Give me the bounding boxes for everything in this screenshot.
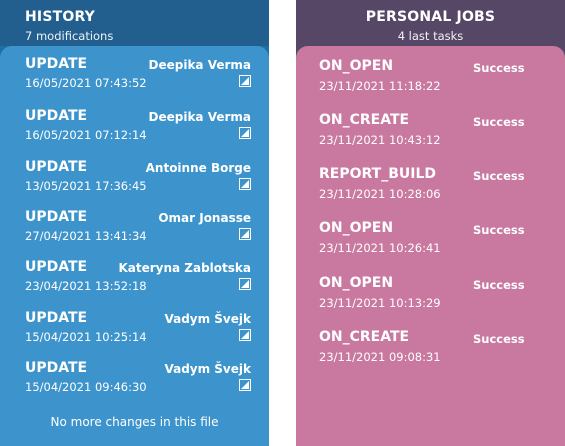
- job-date: 23/11/2021 10:26:41: [319, 241, 441, 255]
- open-external-icon[interactable]: [239, 228, 251, 240]
- open-external-icon[interactable]: [239, 379, 251, 391]
- open-external-icon[interactable]: [239, 75, 251, 87]
- job-date: 23/11/2021 11:18:22: [319, 79, 441, 93]
- job-status: Success: [473, 332, 525, 346]
- history-list: UPDATE Deepika Verma 16/05/2021 07:43:52…: [0, 46, 269, 446]
- job-status: Success: [473, 115, 525, 129]
- job-item[interactable]: ON_OPEN Success 23/11/2021 10:13:29: [296, 275, 565, 329]
- history-title: HISTORY: [25, 9, 96, 25]
- job-status: Success: [473, 223, 525, 237]
- job-item[interactable]: ON_OPEN Success 23/11/2021 11:18:22: [296, 58, 565, 112]
- history-date: 16/05/2021 07:43:52: [25, 76, 147, 90]
- history-author: Antoinne Borge: [145, 161, 251, 175]
- history-date: 16/05/2021 07:12:14: [25, 128, 147, 142]
- history-item: UPDATE Deepika Verma 16/05/2021 07:43:52: [0, 56, 269, 110]
- job-name: REPORT_BUILD: [319, 166, 436, 182]
- history-item: UPDATE Antoinne Borge 13/05/2021 17:36:4…: [0, 159, 269, 213]
- job-status: Success: [473, 278, 525, 292]
- job-date: 23/11/2021 10:13:29: [319, 296, 441, 310]
- history-author: Deepika Verma: [148, 110, 252, 124]
- job-item[interactable]: REPORT_BUILD Success 23/11/2021 10:28:06: [296, 166, 565, 220]
- history-date: 13/05/2021 17:36:45: [25, 179, 147, 193]
- history-author: Vadym Švejk: [164, 362, 251, 376]
- jobs-panel: PERSONAL JOBS 4 last tasks ON_OPEN Succe…: [296, 0, 565, 446]
- history-date: 23/04/2021 13:52:18: [25, 279, 147, 293]
- history-item: UPDATE Vadym Švejk 15/04/2021 09:46:30: [0, 360, 269, 414]
- history-date: 15/04/2021 09:46:30: [25, 380, 147, 394]
- job-name: ON_CREATE: [319, 112, 410, 128]
- job-item[interactable]: ON_CREATE Success 23/11/2021 10:43:12: [296, 112, 565, 166]
- history-date: 27/04/2021 13:41:34: [25, 229, 147, 243]
- open-external-icon[interactable]: [239, 178, 251, 190]
- jobs-subtitle: 4 last tasks: [397, 29, 464, 43]
- history-author: Kateryna Zablotska: [118, 261, 251, 275]
- jobs-header: PERSONAL JOBS 4 last tasks: [296, 0, 565, 46]
- history-author: Vadym Švejk: [164, 312, 251, 326]
- history-action: UPDATE: [25, 108, 88, 124]
- history-action: UPDATE: [25, 159, 88, 175]
- open-external-icon[interactable]: [239, 278, 251, 290]
- job-name: ON_CREATE: [319, 329, 410, 345]
- history-date: 15/04/2021 10:25:14: [25, 330, 147, 344]
- history-action: UPDATE: [25, 310, 88, 326]
- job-name: ON_OPEN: [319, 220, 394, 236]
- job-date: 23/11/2021 10:43:12: [319, 133, 441, 147]
- jobs-title: PERSONAL JOBS: [365, 9, 496, 25]
- job-status: Success: [473, 169, 525, 183]
- history-item: UPDATE Kateryna Zablotska 23/04/2021 13:…: [0, 259, 269, 313]
- job-item[interactable]: ON_OPEN Success 23/11/2021 10:26:41: [296, 220, 565, 274]
- history-item: UPDATE Vadym Švejk 15/04/2021 10:25:14: [0, 310, 269, 364]
- history-item: UPDATE Deepika Verma 16/05/2021 07:12:14: [0, 108, 269, 162]
- history-action: UPDATE: [25, 360, 88, 376]
- job-status: Success: [473, 61, 525, 75]
- job-date: 23/11/2021 10:28:06: [319, 187, 441, 201]
- history-action: UPDATE: [25, 56, 88, 72]
- history-action: UPDATE: [25, 259, 88, 275]
- history-panel: HISTORY 7 modifications UPDATE Deepika V…: [0, 0, 269, 446]
- job-name: ON_OPEN: [319, 58, 394, 74]
- history-author: Omar Jonasse: [158, 211, 251, 225]
- jobs-list: ON_OPEN Success 23/11/2021 11:18:22 ON_C…: [296, 46, 565, 446]
- job-item[interactable]: ON_CREATE Success 23/11/2021 09:08:31: [296, 329, 565, 383]
- history-subtitle: 7 modifications: [25, 29, 114, 43]
- history-author: Deepika Verma: [148, 58, 252, 72]
- history-item: UPDATE Omar Jonasse 27/04/2021 13:41:34: [0, 209, 269, 263]
- open-external-icon[interactable]: [239, 127, 251, 139]
- history-action: UPDATE: [25, 209, 88, 225]
- open-external-icon[interactable]: [239, 329, 251, 341]
- history-footer-note: No more changes in this file: [50, 415, 219, 429]
- history-header: HISTORY 7 modifications: [0, 0, 269, 46]
- job-date: 23/11/2021 09:08:31: [319, 350, 441, 364]
- job-name: ON_OPEN: [319, 275, 394, 291]
